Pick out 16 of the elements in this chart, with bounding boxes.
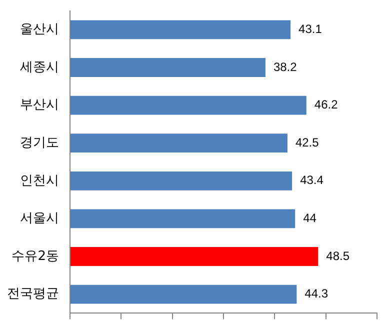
y-tick-label: 인천시 <box>20 173 59 188</box>
data-label: 48.5 <box>326 248 350 263</box>
data-label: 42.5 <box>295 135 320 150</box>
y-tick-label: 전국평균 <box>7 286 59 302</box>
y-tick-label: 수유2동 <box>12 248 59 264</box>
y-tick-label: 세종시 <box>20 60 59 75</box>
y-tick-label: 울산시 <box>20 22 59 38</box>
y-tick-label: 서울시 <box>20 211 59 226</box>
data-label: 43.4 <box>300 173 324 188</box>
data-label: 44.3 <box>304 286 328 301</box>
data-label: 43.1 <box>298 22 322 36</box>
data-label: 38.2 <box>273 60 298 74</box>
data-label: 44 <box>303 211 317 226</box>
y-tick-label: 경기도 <box>20 135 59 150</box>
y-tick-label: 부산시 <box>20 98 59 113</box>
data-label: 46.2 <box>314 98 338 112</box>
